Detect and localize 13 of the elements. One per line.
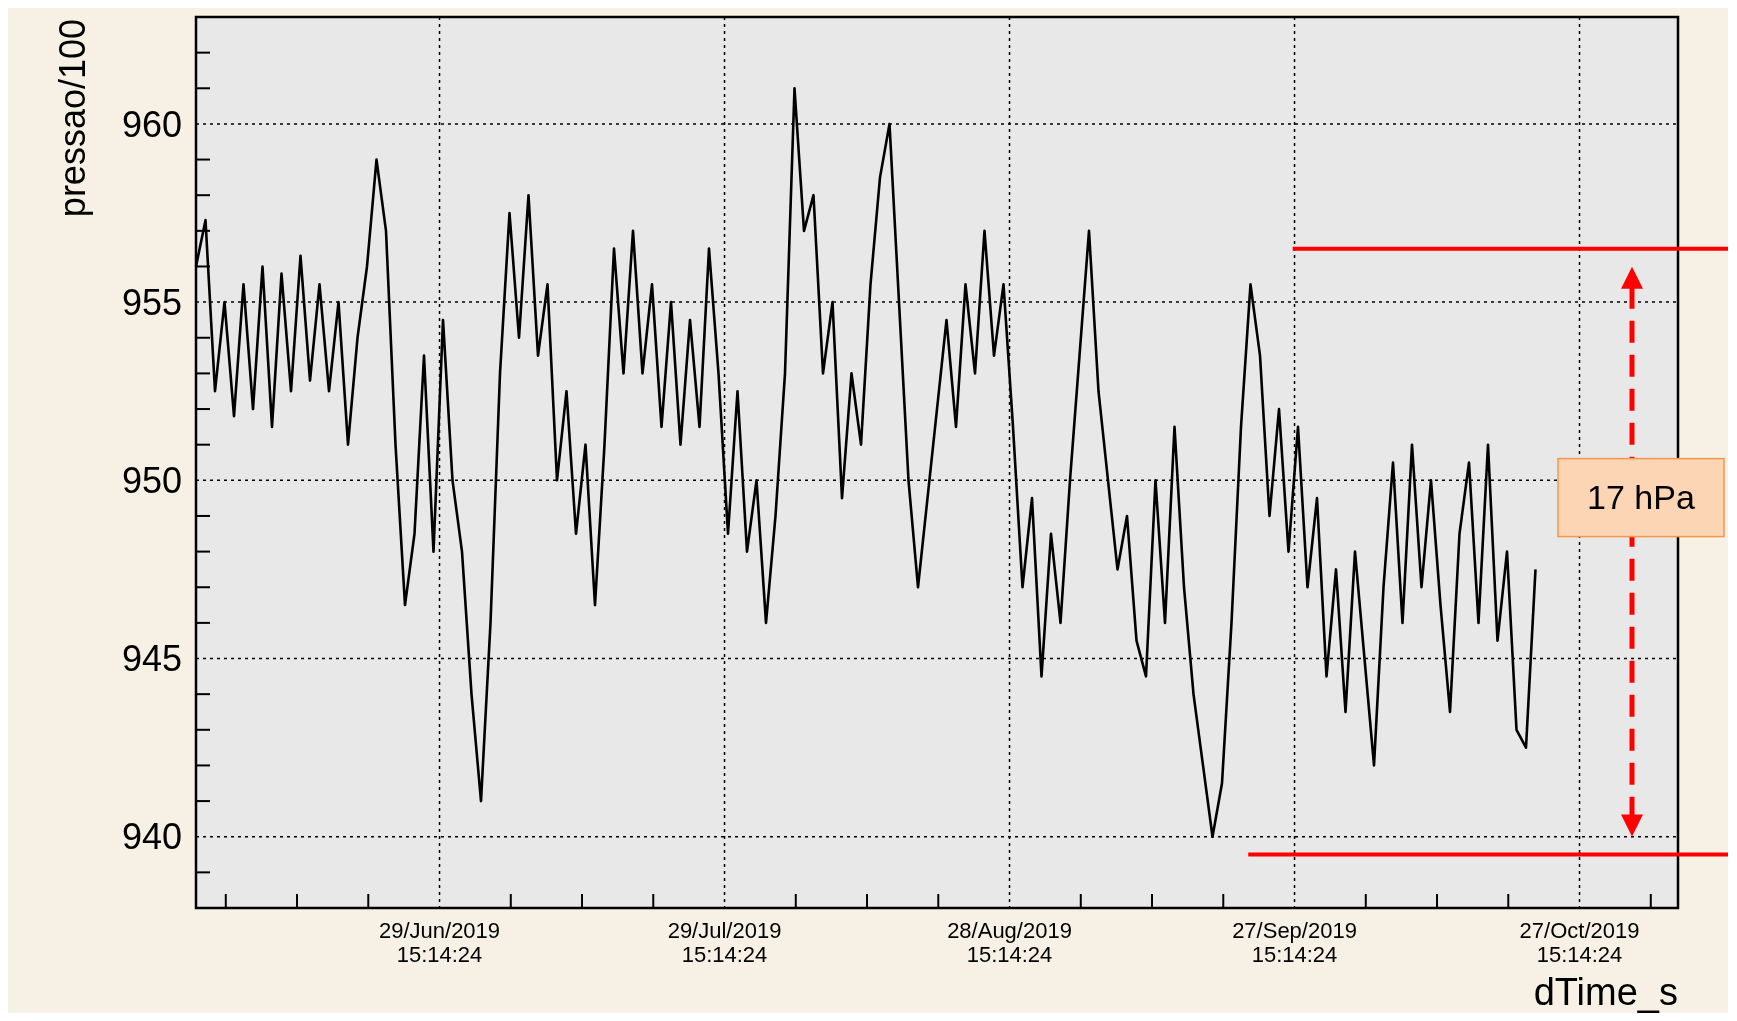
x-tick-label: 27/Sep/2019 15:14:24 xyxy=(1232,918,1357,967)
x-tick-label: 29/Jul/2019 15:14:24 xyxy=(667,918,782,967)
x-tick-label: 27/Oct/2019 15:14:24 xyxy=(1519,918,1640,967)
y-tick-label: 950 xyxy=(121,459,182,501)
y-tick-label: 940 xyxy=(121,816,182,858)
y-tick-label: 960 xyxy=(121,103,182,145)
y-tick-label: 945 xyxy=(121,638,182,680)
x-tick-label: 29/Jun/2019 15:14:24 xyxy=(378,918,501,967)
x-axis-title: dTime_s xyxy=(1533,971,1678,1013)
annotation: 17 hPa xyxy=(1587,477,1695,516)
x-tick-label: 28/Aug/2019 15:14:24 xyxy=(947,918,1072,967)
y-axis-title: pressao/100 xyxy=(51,19,93,218)
y-tick-label: 955 xyxy=(121,281,182,323)
